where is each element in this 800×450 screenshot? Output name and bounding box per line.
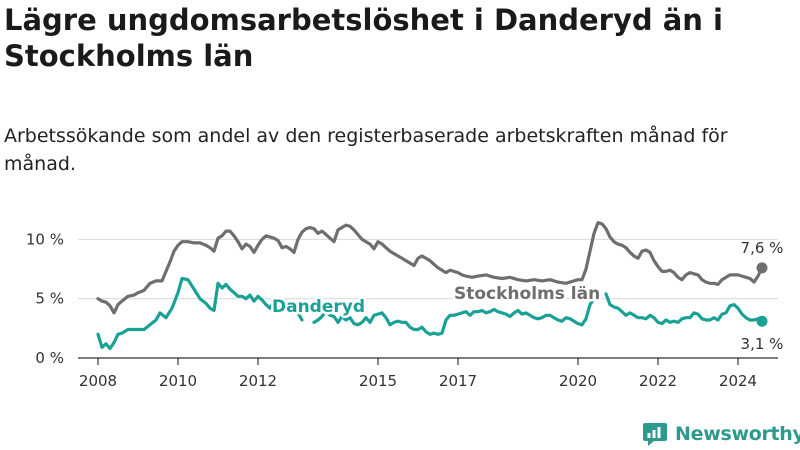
x-tick-label: 2012 xyxy=(239,372,277,390)
newsworthy-logo[interactable]: Newsworthy xyxy=(642,418,800,450)
x-tick-label: 2010 xyxy=(159,372,197,390)
gridlines: 0 % 5 % 10 % xyxy=(26,230,778,367)
series-line-danderyd xyxy=(96,276,276,351)
x-tick-label: 2017 xyxy=(439,372,477,390)
series-line-danderyd xyxy=(278,299,284,309)
series-line-danderyd xyxy=(604,292,764,326)
series-line-stockholms-län xyxy=(96,221,764,315)
y-tick-label: 5 % xyxy=(35,290,64,308)
chart-subtitle: Arbetssökande som andel av den registerb… xyxy=(4,125,728,175)
x-tick-label: 2020 xyxy=(559,372,597,390)
x-tick-label: 2022 xyxy=(639,372,677,390)
series-label-danderyd: Danderyd xyxy=(272,297,365,317)
newsworthy-logo-text: Newsworthy xyxy=(675,423,800,445)
x-axis: 2008 2010 2012 2015 2017 2020 2022 2024 xyxy=(78,357,778,390)
end-label-stockholms-lan: 7,6 % xyxy=(741,239,784,257)
series-line-danderyd xyxy=(296,311,304,322)
chart-title: Lägre ungdomsarbetslöshet i Danderyd än … xyxy=(4,3,723,73)
x-tick-label: 2008 xyxy=(79,372,117,390)
end-point-danderyd xyxy=(756,315,768,327)
series-lines xyxy=(96,221,768,351)
series-line-danderyd xyxy=(312,297,596,336)
y-tick-label: 10 % xyxy=(26,230,64,248)
series-labels: 7,6 % 3,1 % Stockholms län Danderyd xyxy=(270,239,784,353)
y-tick-label: 0 % xyxy=(35,349,64,367)
newsworthy-logo-icon xyxy=(643,423,667,446)
x-tick-label: 2024 xyxy=(719,372,757,390)
end-point-stockholms-län xyxy=(756,262,768,274)
series-label-stockholms-lan: Stockholms län xyxy=(454,284,600,304)
end-label-danderyd: 3,1 % xyxy=(741,335,784,353)
x-tick-label: 2015 xyxy=(359,372,397,390)
